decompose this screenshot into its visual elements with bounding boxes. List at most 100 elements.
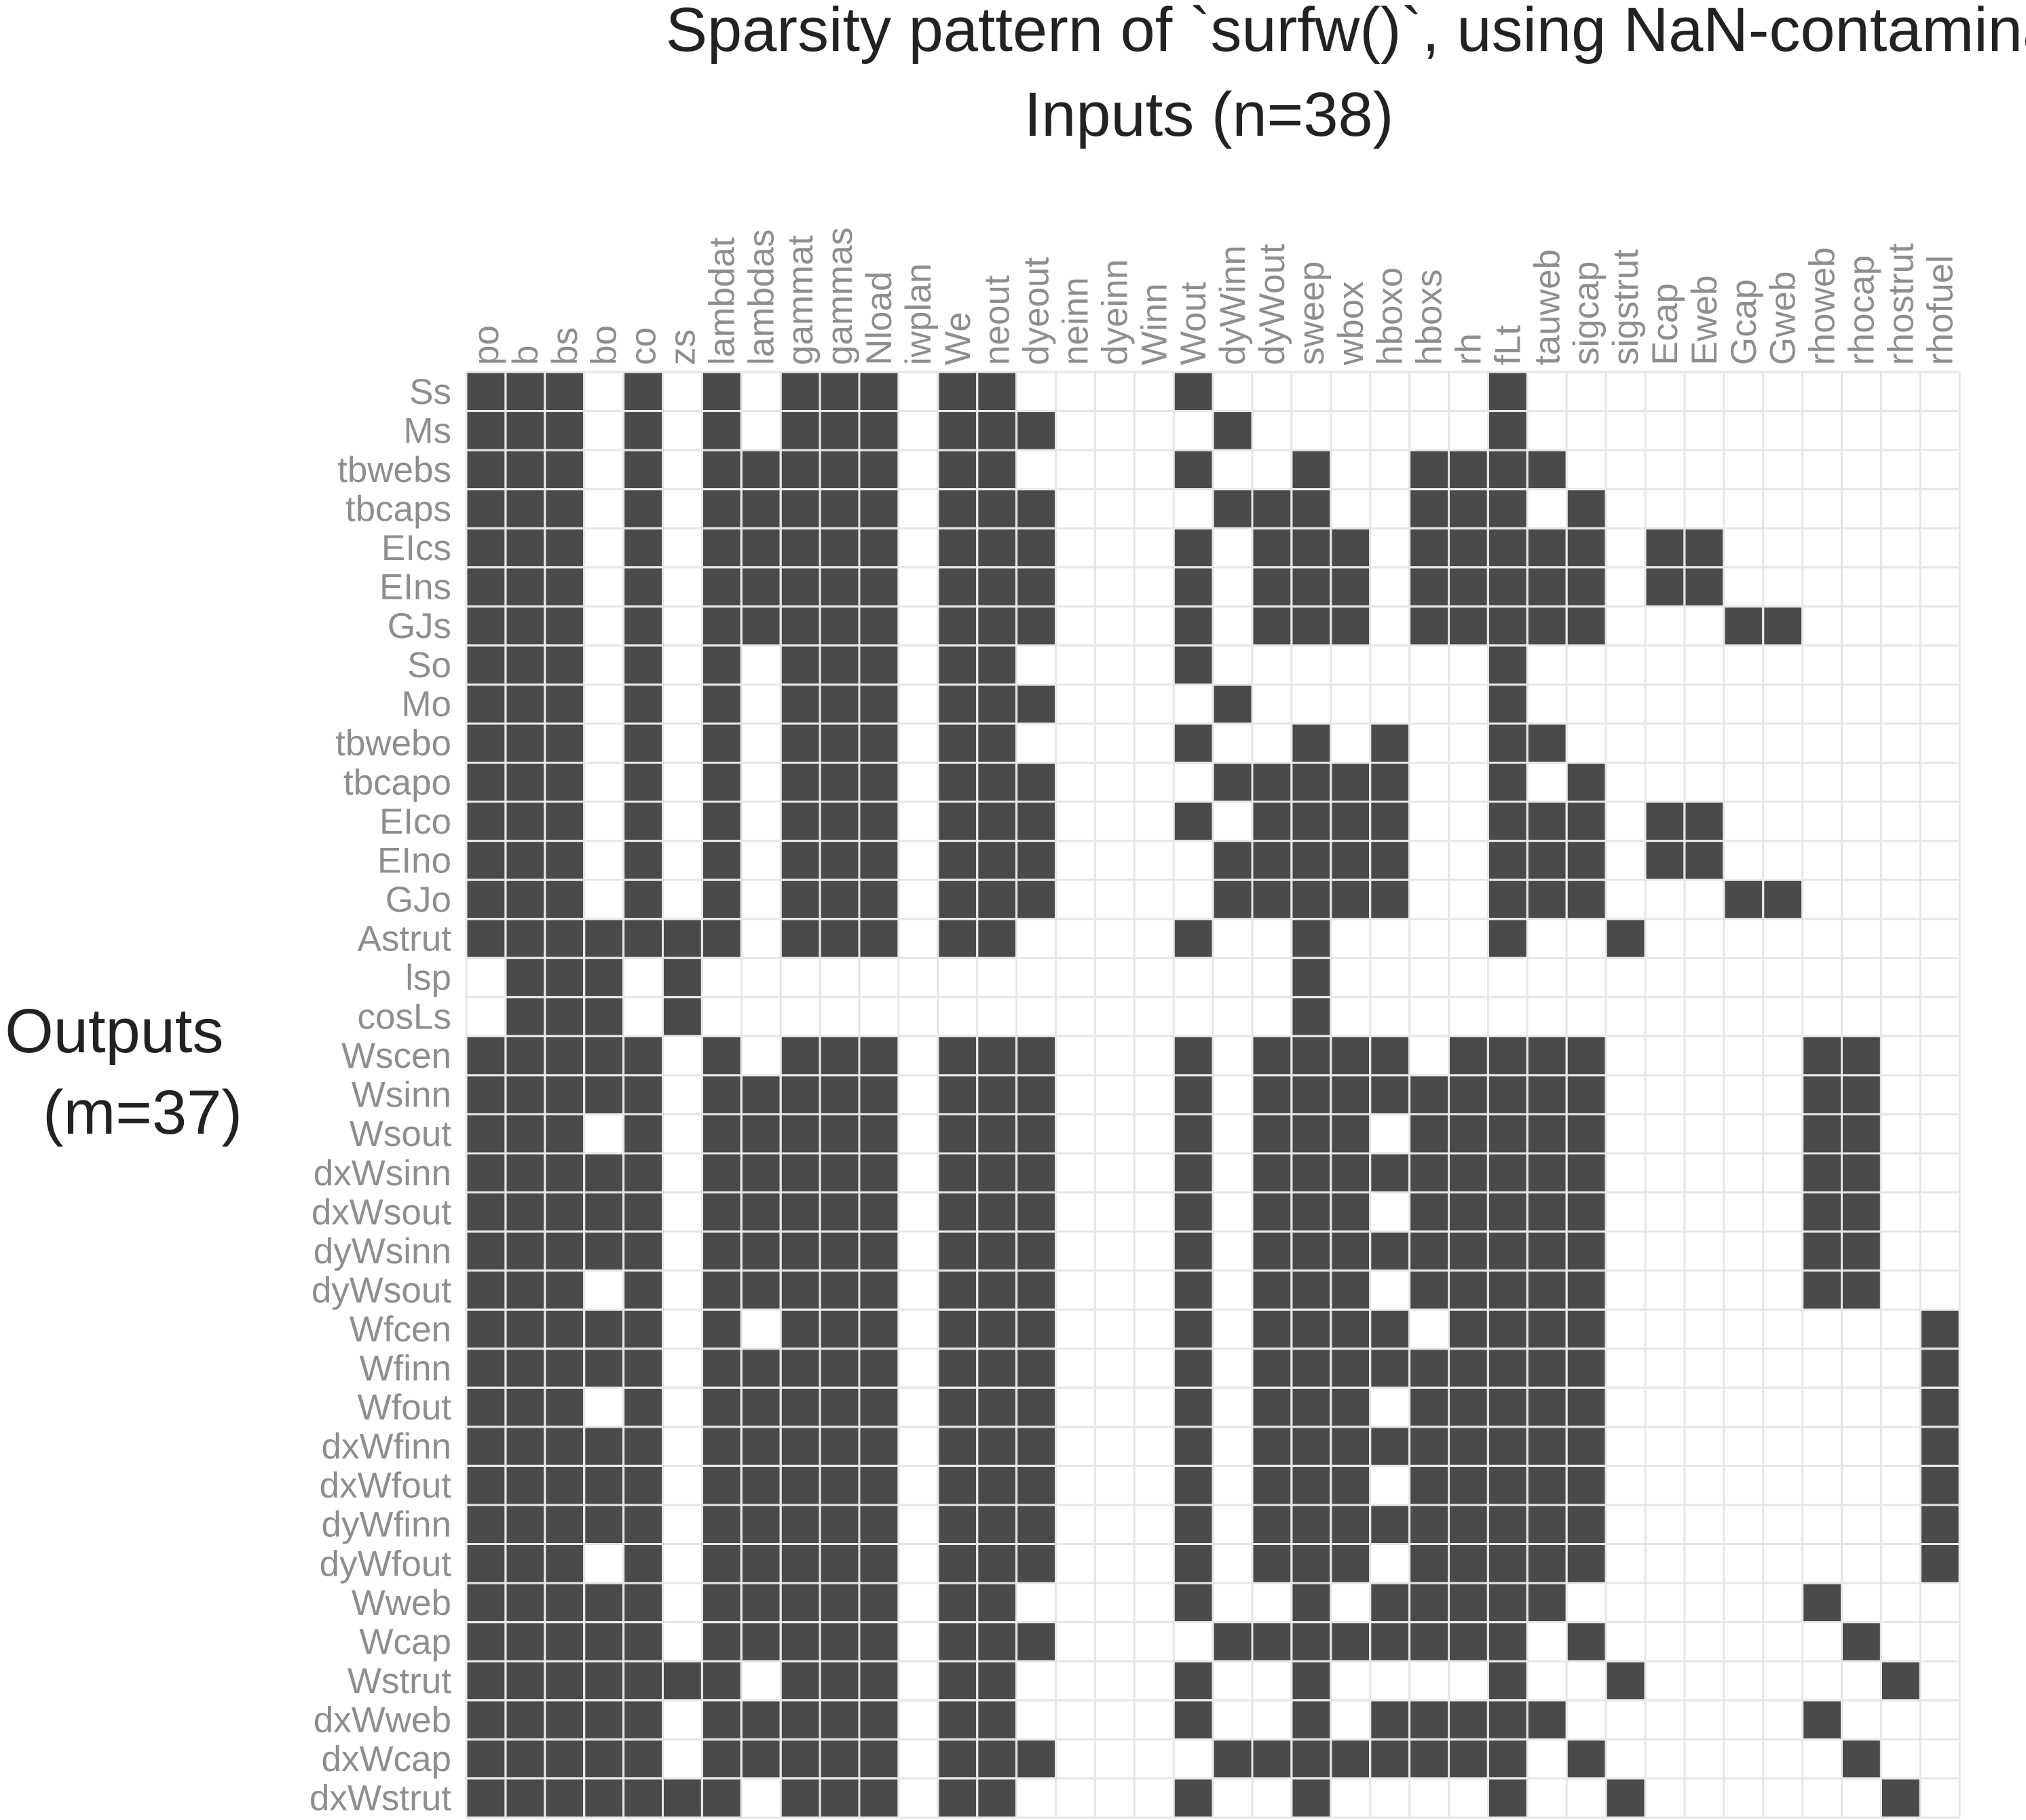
x-tick-b: b — [506, 346, 546, 365]
cell-dxWcap-hboxs — [1408, 1738, 1450, 1780]
cell-dxWstrut-rhostrut — [1879, 1777, 1921, 1819]
y-tick-tbcapo: tbcapo — [343, 762, 451, 802]
cell-dxWstrut-sigstrut — [1605, 1777, 1647, 1819]
y-tick-EIcs: EIcs — [381, 528, 451, 568]
cell-EIco-b — [504, 800, 546, 842]
cell-tbwebs-hboxs — [1408, 449, 1450, 491]
cell-dxWcap-Nload — [858, 1738, 900, 1780]
cell-Wfout-fLt — [1486, 1386, 1528, 1428]
y-tick-Wfout: Wfout — [358, 1388, 452, 1428]
cell-dyWsinn-wbox — [1330, 1230, 1372, 1272]
cell-dxWstrut-gammat — [779, 1777, 821, 1819]
cell-Wfout-rh — [1448, 1386, 1489, 1428]
cell-dyWsinn-co — [622, 1230, 664, 1272]
cell-dyWfout-po — [465, 1543, 507, 1584]
cell-EIcs-We — [937, 527, 979, 569]
cell-Wfinn-rh — [1448, 1348, 1489, 1389]
cell-So-gammas — [819, 644, 861, 686]
cell-EIns-sweep — [1290, 566, 1332, 608]
cell-Wstrut-neout — [976, 1660, 1018, 1702]
cell-Wsinn-co — [622, 1074, 664, 1115]
cell-GJs-fLt — [1486, 605, 1528, 647]
cell-dxWfout-dyeout — [1015, 1464, 1057, 1506]
cell-Wfinn-gammat — [779, 1348, 821, 1389]
cell-EIco-sigcap — [1565, 800, 1607, 842]
cell-EIcs-lambdas — [740, 527, 782, 569]
cell-dyWfinn-lambdat — [700, 1504, 743, 1545]
cell-Mo-po — [465, 683, 507, 725]
cell-Wsinn-neout — [976, 1074, 1018, 1115]
cell-dyWsinn-po — [465, 1230, 507, 1272]
y-tick-EIco: EIco — [379, 802, 451, 842]
cell-dxWweb-gammat — [779, 1699, 821, 1741]
cell-dyWfinn-po — [465, 1504, 507, 1545]
cell-So-bs — [544, 644, 586, 686]
x-tick-gammat: gammat — [781, 235, 821, 365]
cell-tbcaps-sweep — [1290, 488, 1332, 530]
y-axis-title-line-1: Outputs — [5, 997, 223, 1066]
cell-Wfinn-rhofuel — [1919, 1348, 1961, 1389]
cell-EIcs-hboxs — [1408, 527, 1450, 569]
cell-Wstrut-We — [937, 1660, 979, 1702]
x-tick-dyWinn: dyWinn — [1213, 245, 1253, 365]
cell-Wfout-rhofuel — [1919, 1386, 1961, 1428]
cell-GJo-co — [622, 878, 664, 921]
y-tick-EIns: EIns — [379, 568, 451, 608]
cell-dxWsinn-hboxs — [1408, 1152, 1450, 1194]
cell-GJo-lambdat — [700, 878, 743, 921]
cell-dxWcap-sweep — [1290, 1738, 1332, 1780]
y-tick-Wweb: Wweb — [352, 1583, 451, 1623]
cell-dxWcap-hboxo — [1369, 1738, 1411, 1780]
cell-dyWsout-lambdas — [740, 1269, 782, 1311]
cell-tbwebo-bs — [544, 722, 586, 764]
cell-dyWsout-gammas — [819, 1269, 861, 1311]
cell-GJs-Gcap — [1723, 605, 1765, 647]
cell-Wfcen-bo — [583, 1308, 625, 1350]
cell-Wweb-lambdat — [700, 1582, 743, 1624]
cell-dyWsout-co — [622, 1269, 664, 1311]
cell-dxWfinn-rh — [1448, 1426, 1489, 1467]
cell-tbwebo-po — [465, 722, 507, 764]
cell-Wstrut-fLt — [1486, 1660, 1528, 1702]
cell-So-gammat — [779, 644, 821, 686]
cell-Wsout-dyWout — [1251, 1113, 1293, 1155]
cell-dyWfout-rhofuel — [1919, 1543, 1961, 1584]
cell-dyWfout-co — [622, 1543, 664, 1584]
cell-dyWfout-rh — [1448, 1543, 1489, 1584]
cell-Ss-b — [504, 371, 546, 413]
cell-dxWcap-lambdas — [740, 1738, 782, 1780]
cell-dyWsout-rhocap — [1841, 1269, 1882, 1311]
cell-EIco-lambdat — [700, 800, 743, 842]
cell-GJs-co — [622, 605, 664, 647]
cell-dxWsinn-gammas — [819, 1152, 861, 1194]
cell-EIns-We — [937, 566, 979, 608]
cell-dxWsinn-rhocap — [1841, 1152, 1882, 1194]
cell-GJo-Gweb — [1762, 878, 1804, 921]
cell-Wfcen-sweep — [1290, 1308, 1332, 1350]
cell-tbwebo-Nload — [858, 722, 900, 764]
cell-EIcs-dyWout — [1251, 527, 1293, 569]
cell-tbcapo-sweep — [1290, 762, 1332, 803]
cell-Mo-We — [937, 683, 979, 725]
cell-dxWsinn-sigcap — [1565, 1152, 1607, 1194]
cell-dxWweb-fLt — [1486, 1699, 1528, 1741]
x-tick-rhocap: rhocap — [1841, 255, 1881, 365]
cell-Astrut-We — [937, 918, 979, 959]
cell-Wweb-lambdas — [740, 1582, 782, 1624]
cell-EIco-gammat — [779, 800, 821, 842]
cell-EIns-po — [465, 566, 507, 608]
cell-Wsout-tauweb — [1526, 1113, 1568, 1155]
cell-dyWsout-po — [465, 1269, 507, 1311]
cell-tbwebo-Wout — [1172, 722, 1214, 764]
cell-Wsinn-rh — [1448, 1074, 1489, 1115]
cell-dyWfout-lambdat — [700, 1543, 743, 1584]
cell-dyWsinn-sigcap — [1565, 1230, 1607, 1272]
cell-Wsout-sigcap — [1565, 1113, 1607, 1155]
cell-dxWfout-sigcap — [1565, 1464, 1607, 1506]
cell-EIns-wbox — [1330, 566, 1372, 608]
cell-Astrut-fLt — [1486, 918, 1528, 959]
cell-tbwebo-co — [622, 722, 664, 764]
x-tick-Ecap: Ecap — [1645, 283, 1685, 365]
x-tick-dyWout: dyWout — [1252, 244, 1292, 365]
cell-lsp-zs — [662, 957, 703, 999]
